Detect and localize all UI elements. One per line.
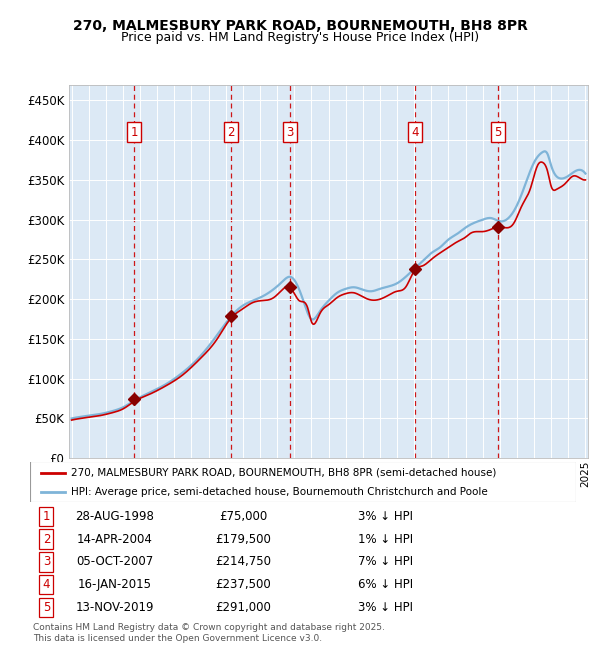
Text: 05-OCT-2007: 05-OCT-2007: [76, 555, 153, 568]
Text: 1% ↓ HPI: 1% ↓ HPI: [358, 533, 413, 546]
Text: 5: 5: [43, 601, 50, 614]
Text: £214,750: £214,750: [215, 555, 271, 568]
Text: 270, MALMESBURY PARK ROAD, BOURNEMOUTH, BH8 8PR (semi-detached house): 270, MALMESBURY PARK ROAD, BOURNEMOUTH, …: [71, 468, 496, 478]
Text: 28-AUG-1998: 28-AUG-1998: [75, 510, 154, 523]
Text: 3: 3: [43, 555, 50, 568]
Text: 1: 1: [131, 125, 138, 138]
Text: £237,500: £237,500: [215, 578, 271, 592]
Text: £291,000: £291,000: [215, 601, 271, 614]
Text: 13-NOV-2019: 13-NOV-2019: [76, 601, 154, 614]
FancyBboxPatch shape: [30, 462, 576, 502]
Text: 3% ↓ HPI: 3% ↓ HPI: [358, 601, 413, 614]
Text: 3: 3: [286, 125, 293, 138]
Text: 2: 2: [227, 125, 235, 138]
Text: Contains HM Land Registry data © Crown copyright and database right 2025.: Contains HM Land Registry data © Crown c…: [33, 623, 385, 632]
Text: Price paid vs. HM Land Registry's House Price Index (HPI): Price paid vs. HM Land Registry's House …: [121, 31, 479, 44]
Text: 4: 4: [411, 125, 419, 138]
Text: 4: 4: [43, 578, 50, 592]
Text: 5: 5: [494, 125, 501, 138]
Text: 1: 1: [43, 510, 50, 523]
Text: £179,500: £179,500: [215, 533, 271, 546]
Text: 6% ↓ HPI: 6% ↓ HPI: [358, 578, 413, 592]
Text: 2: 2: [43, 533, 50, 546]
Text: 7% ↓ HPI: 7% ↓ HPI: [358, 555, 413, 568]
Text: 16-JAN-2015: 16-JAN-2015: [77, 578, 152, 592]
Text: 270, MALMESBURY PARK ROAD, BOURNEMOUTH, BH8 8PR: 270, MALMESBURY PARK ROAD, BOURNEMOUTH, …: [73, 19, 527, 33]
Text: 3% ↓ HPI: 3% ↓ HPI: [358, 510, 413, 523]
Text: HPI: Average price, semi-detached house, Bournemouth Christchurch and Poole: HPI: Average price, semi-detached house,…: [71, 487, 488, 497]
Text: £75,000: £75,000: [219, 510, 267, 523]
Text: 14-APR-2004: 14-APR-2004: [77, 533, 152, 546]
Text: This data is licensed under the Open Government Licence v3.0.: This data is licensed under the Open Gov…: [33, 634, 322, 643]
